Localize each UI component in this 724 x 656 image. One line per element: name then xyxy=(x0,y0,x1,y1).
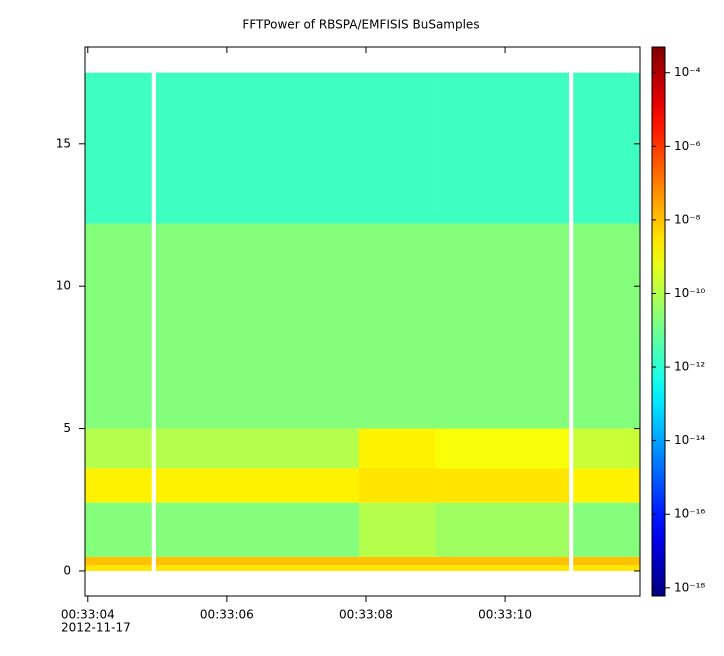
x-tick-label: 00:33:06 xyxy=(200,608,254,622)
date-label: 2012-11-17 xyxy=(61,621,131,635)
y-tick-label: 0 xyxy=(63,563,71,577)
spectrogram-cell xyxy=(435,556,570,566)
spectrogram-cell xyxy=(573,468,640,503)
spectrogram-cell xyxy=(359,565,436,571)
spectrogram-cell xyxy=(85,556,152,566)
colorbar-tick-label: 10⁻¹⁶ xyxy=(674,507,705,521)
x-tick-label: 00:33:10 xyxy=(478,608,532,622)
colorbar-tick-label: 10⁻¹⁰ xyxy=(674,286,705,300)
spectrogram-cell xyxy=(155,556,360,566)
spectrogram-cell xyxy=(85,502,152,557)
spectrogram-cell xyxy=(85,565,152,571)
colorbar-tick-label: 10⁻⁶ xyxy=(674,139,701,153)
y-tick-label: 10 xyxy=(56,279,71,293)
spectrogram-cell xyxy=(359,428,436,469)
spectrogram-cell xyxy=(435,72,570,224)
chart-title: FFTPower of RBSPA/EMFISIS BuSamples xyxy=(242,18,479,32)
spectrogram-cell xyxy=(155,565,360,571)
spectrogram-cell xyxy=(359,72,436,224)
spectrogram-cell xyxy=(359,502,436,557)
spectrogram-cell xyxy=(573,502,640,557)
colorbar-tick-label: 10⁻⁴ xyxy=(674,65,701,79)
colorbar-tick-label: 10⁻¹² xyxy=(674,360,705,374)
spectrogram-cell xyxy=(85,72,152,224)
colorbar-tick-label: 10⁻¹⁴ xyxy=(674,433,705,447)
spectrogram-cell xyxy=(573,565,640,571)
spectrogram-cell xyxy=(155,428,360,469)
spectrogram-cell xyxy=(359,556,436,566)
spectrogram-cell xyxy=(435,223,570,429)
colorbar xyxy=(651,46,666,597)
spectrogram-cell xyxy=(435,502,570,557)
spectrogram-cell xyxy=(359,468,436,503)
colorbar-tick-label: 10⁻¹⁸ xyxy=(674,580,705,594)
x-tick-label: 00:33:08 xyxy=(339,608,393,622)
spectrogram-cell xyxy=(435,565,570,571)
spectrogram-cell xyxy=(573,556,640,566)
spectrogram-cell xyxy=(155,223,360,429)
colorbar-tick-label: 10⁻⁸ xyxy=(674,212,701,226)
x-tick-label: 00:33:04 xyxy=(61,608,115,622)
plot-frame xyxy=(84,46,641,597)
spectrogram-cell xyxy=(155,72,360,224)
y-tick-label: 15 xyxy=(56,136,71,150)
spectrogram-cell xyxy=(155,502,360,557)
spectrogram-cell xyxy=(573,428,640,469)
spectrogram-cell xyxy=(155,468,360,503)
spectrogram-cell xyxy=(573,72,640,224)
y-tick-label: 5 xyxy=(63,421,71,435)
spectrogram-cell xyxy=(435,428,570,469)
spectrogram-cell xyxy=(435,468,570,503)
spectrogram-cell xyxy=(85,428,152,469)
spectrogram-cell xyxy=(85,468,152,503)
spectrogram-cell xyxy=(573,223,640,429)
spectrogram-cell xyxy=(359,223,436,429)
spectrogram-cell xyxy=(85,223,152,429)
